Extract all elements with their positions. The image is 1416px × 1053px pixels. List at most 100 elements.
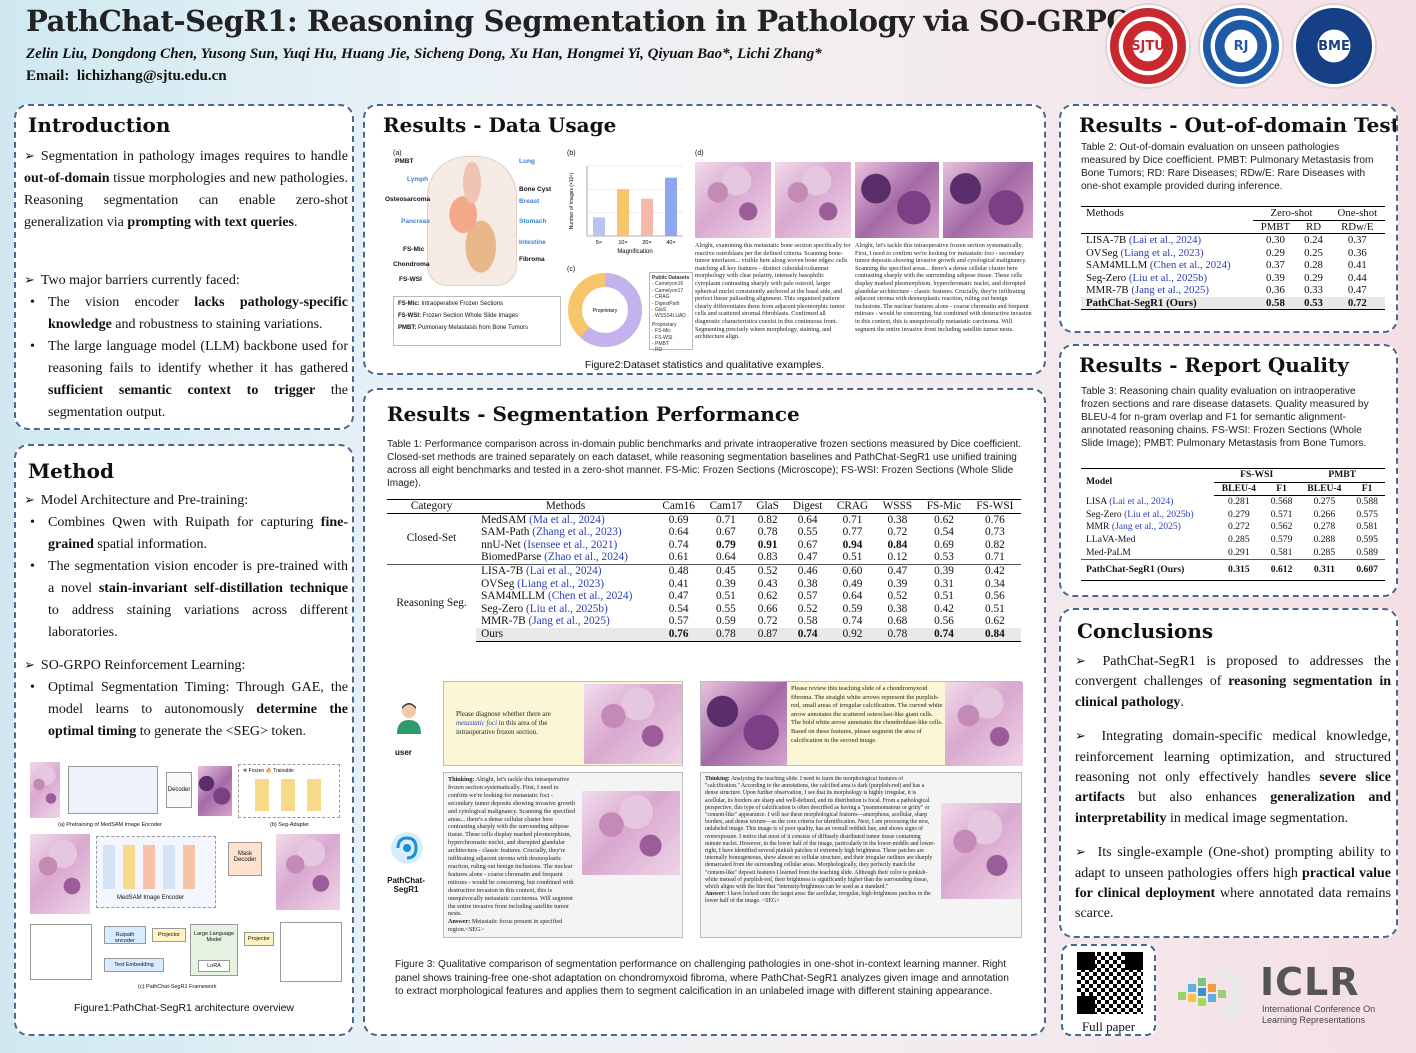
figure-subcaption: (a) Pretraining of MedSAM Image Encoder [58,822,162,828]
table-row: SAM4MLLM (Chen et al., 2024) 0.37 0.28 0.41 [1081,259,1385,272]
donut-ring-proprietary [568,273,642,347]
value-cell: 0.67 [716,526,736,539]
citation-link[interactable]: (Lai et al., 2024) [1109,495,1174,507]
value-cell: 0.579 [1270,533,1293,545]
answer-text: Thinking: Analyzing the teaching slide. … [705,776,937,936]
column-header: RDw/E [1329,220,1385,234]
section-title: Results - Data Usage [383,113,617,137]
value-cell: 0.562 [1270,521,1293,533]
value-cell: 0.575 [1356,508,1378,520]
method-text: ➢ Model Architecture and Pre-training: Co… [24,490,348,743]
method-name: SAM4MLLM [481,590,546,603]
value-cell: 0.64 [716,551,736,564]
block-label: Projector [157,932,180,938]
section-title: Method [28,459,114,483]
legend-label: Frozen [248,768,265,774]
value-cell: 0.41 [668,577,689,590]
value-cell: 0.73 [984,526,1005,539]
architecture-list: Combines Qwen with Ruipath for capturing… [24,512,348,644]
citation-link[interactable]: (Isensee et al., 2021) [523,538,618,551]
citation-link[interactable]: (Zhao et al., 2024) [544,551,628,564]
citation-link[interactable]: (Zhang et al., 2023) [532,526,622,539]
value-cell: 0.72 [1329,296,1385,310]
citation-link[interactable]: (Liu et al., 2025b) [1128,271,1208,284]
figure-subcaption: (b) Seg-Adapter [270,822,310,828]
citation-link[interactable]: (Jang et al., 2025) [1111,521,1181,533]
value-cell: 0.51 [716,590,736,603]
method-cell: PathChat-SegR1 (Ours) [1081,296,1254,310]
column-header: Category [387,499,477,514]
emphasis: out-of-domain [24,171,110,186]
table-caption: Table 1: Performance comparison across i… [387,439,1022,489]
value-cell: 0.38 [797,577,818,590]
output-text [280,922,342,982]
citation-link[interactable]: (Lai et al., 2024) [1128,234,1202,246]
value-cell: 0.30 [1265,234,1285,246]
text-span: Segmentation in pathology images require… [40,149,348,164]
email-address[interactable]: lichizhang@sjtu.edu.cn [76,68,227,84]
text-span: to generate the <SEG> token. [136,724,307,739]
value-cell: 0.31 [934,577,954,590]
value-cell: 0.588 [1356,496,1378,508]
section-title: Conclusions [1077,619,1214,643]
citation-link[interactable]: (Chen et al., 2024) [1149,259,1231,271]
logo-text: RJ [1233,39,1249,54]
value-cell: 0.315 [1213,559,1264,581]
dataset-donut-chart: Proprietary [568,273,642,347]
method-cell: SAM4MLLM (Chen et al., 2024) [1081,259,1253,272]
citation-link[interactable]: (Liu et al., 2025b) [525,602,608,615]
x-axis-label: Magnification [617,249,652,255]
anatomy-label: Fibroma [519,256,545,263]
method-cell: MMR-7B (Jang et al., 2025) [476,615,655,628]
anatomy-label: FS-WSI [399,276,422,283]
conclusions-panel: Conclusions ➢ PathChat-SegR1 is proposed… [1059,608,1398,938]
query-text [30,924,92,980]
text-span: SO-GRPO Reinforcement Learning: [40,658,246,673]
segmentation-performance-panel: Results - Segmentation Performance Table… [363,388,1046,1036]
citation-link[interactable]: (Liu et al., 2025b) [1124,508,1194,520]
thinking-label: Thinking: [705,776,730,782]
table-row: OVSeg (Liang et al., 2023) 0.41 0.39 0.43 0.… [387,578,1021,591]
qr-code-icon[interactable] [1077,952,1143,1014]
method-cell: BiomedParse (Zhao et al., 2024) [476,551,655,564]
value-cell: 0.39 [716,577,736,590]
legend-title: Public Datasets [652,275,690,281]
value-cell: 0.54 [668,602,689,615]
citation-link[interactable]: (Lai et al., 2024) [525,564,602,577]
pathology-image [198,766,232,816]
citation-link[interactable]: (Chen et al., 2024) [547,590,633,603]
text-span: and robustness to staining variations. [111,317,323,332]
table-header-row: Model FS-WSI PMBT [1081,467,1385,496]
bar [593,217,605,236]
panel-label: (a) [393,150,402,157]
method-name: PathChat-SegR1 (Ours) [1086,564,1185,576]
emphasis: practical value for clinical deployment [1075,865,1391,902]
column-header: Zero-shot [1253,206,1330,221]
citation-link[interactable]: (Ma et al., 2024) [529,513,605,526]
figure-caption: Figure 3: Qualitative comparison of segm… [395,959,1009,998]
value-cell: 0.39 [919,563,969,578]
value-cell: 0.78 [875,627,920,642]
citation-link[interactable]: (Liang et al., 2023) [517,577,605,590]
conclusion-point: ➢ Integrating domain-specific medical kn… [1075,727,1391,829]
citation-link[interactable]: (Jang et al., 2025) [1131,284,1209,296]
pathology-image [276,834,340,910]
bot-avatar-icon [389,830,425,866]
anatomy-label: Breast [519,198,540,205]
legend-item: - FS-Mic [652,328,671,335]
introduction-panel: Introduction ➢ Segmentation in pathology … [14,104,354,430]
legend-item: - CRAG [652,294,670,301]
qr-panel[interactable]: Full paper [1061,944,1156,1036]
value-cell: 0.275 [1313,496,1336,508]
value-cell: 0.44 [1347,271,1367,284]
value-cell: 0.66 [757,602,778,615]
legend-item: - PMBT [652,341,669,348]
panel-label: (d) [695,150,704,157]
adapter-block [143,845,155,889]
emphasis: reasoning segmentation in clinical patho… [1075,674,1391,710]
method-name: Med-PaLM [1086,546,1131,558]
emphasis: lacks pathology-specific knowledge [48,295,348,332]
citation-link[interactable]: (Jang et al., 2025) [528,615,610,628]
ruipath-block: Ruipath encoder [104,926,146,944]
citation-link[interactable]: (Liang et al., 2023) [1120,246,1204,259]
